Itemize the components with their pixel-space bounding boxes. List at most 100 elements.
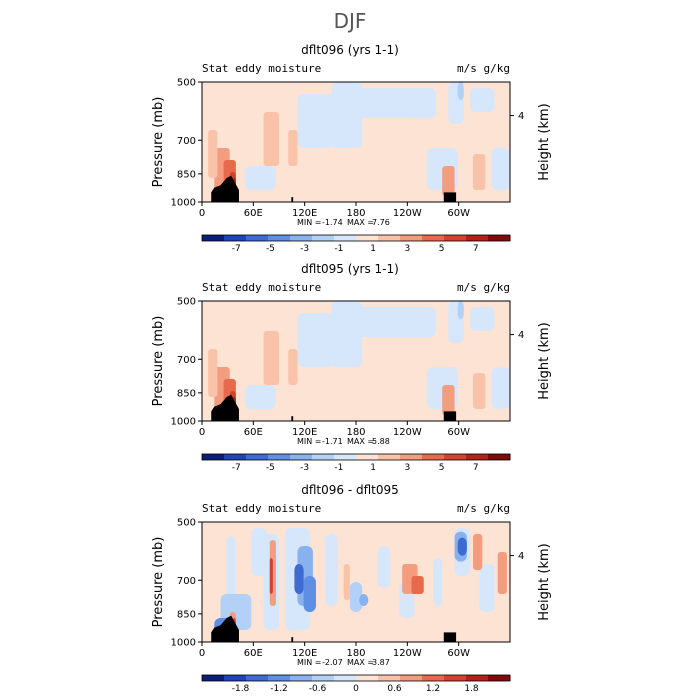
colorbar-tick-label: 7 (473, 244, 479, 254)
colorbar-swatch (268, 675, 291, 681)
colorbar-swatch (224, 454, 247, 460)
x-tick-label: 60E (244, 427, 263, 438)
colorbar-swatch (400, 454, 423, 460)
chart-panel-1: dflt096 (yrs 1-1) Stat eddy moisture m/s g… (151, 43, 552, 254)
y-tick-label: 500 (177, 518, 196, 529)
x-tick-label: 0 (199, 648, 205, 659)
colorbar-swatch (268, 454, 291, 460)
max-label: MAX = (347, 658, 374, 667)
field-positive-region (473, 534, 483, 570)
colorbar-tick-label: 1 (370, 463, 376, 473)
y-axis-label: Pressure (mb) (151, 537, 166, 628)
colorbar-tick-label: -3 (300, 463, 309, 473)
colorbar-swatch (356, 235, 379, 241)
figure-title: DJF (334, 9, 367, 33)
colorbar-swatch (422, 454, 445, 460)
panel-title: dflt096 (yrs 1-1) (301, 43, 399, 57)
x-tick-label: 60W (447, 427, 470, 438)
colorbar-tick-label: 0 (353, 684, 359, 694)
colorbar-swatch (246, 675, 269, 681)
colorbar-swatch (466, 675, 489, 681)
field-positive-region (208, 349, 218, 397)
colorbar-swatch (378, 675, 401, 681)
y-right-tick-label: 4 (518, 111, 524, 122)
variable-label: Stat eddy moisture (202, 281, 321, 294)
colorbar-swatch (268, 235, 291, 241)
variable-label: Stat eddy moisture (202, 62, 321, 75)
y-axis-label: Pressure (mb) (151, 316, 166, 407)
field-negative-region (356, 307, 437, 337)
field-positive-region (343, 564, 350, 600)
colorbar-swatch (488, 235, 511, 241)
field-positive-region (473, 373, 486, 409)
colorbar-tick-label: -1.8 (232, 684, 250, 694)
y-tick-label: 850 (177, 388, 196, 399)
field-negative-region (303, 576, 316, 612)
colorbar-tick-label: -1.2 (270, 684, 288, 694)
min-value: -1.71 (322, 437, 343, 446)
colorbar-tick-label: 5 (439, 463, 445, 473)
terrain-andes (443, 632, 457, 642)
colorbar-swatch (378, 235, 401, 241)
y-tick-label: 1000 (171, 198, 196, 209)
max-label: MAX = (347, 437, 374, 446)
colorbar-tick-label: 1.8 (464, 684, 479, 694)
colorbar-swatch (444, 675, 467, 681)
colorbar-swatch (378, 454, 401, 460)
field-positive-region (473, 154, 486, 190)
x-tick-label: 120W (393, 427, 422, 438)
field-positive-region (263, 331, 279, 385)
chart-panel-2: dflt095 (yrs 1-1) Stat eddy moisture m/s g… (151, 262, 552, 473)
colorbar-tick-label: -1 (334, 244, 343, 254)
x-tick-label: 60E (244, 208, 263, 219)
field-negative-region (349, 582, 363, 612)
field-negative-region (251, 528, 267, 576)
panel-title: dflt096 - dflt095 (301, 483, 399, 497)
colorbar-tick-label: 1.2 (426, 684, 440, 694)
colorbar-swatch (466, 454, 489, 460)
colorbar-swatch (290, 235, 313, 241)
y-right-tick-label: 4 (518, 330, 524, 341)
field-negative-region (457, 301, 464, 319)
colorbar-swatch (202, 675, 225, 681)
field-negative-region (457, 82, 464, 100)
units-label: m/s g/kg (457, 502, 510, 515)
min-value: -2.07 (322, 658, 343, 667)
colorbar-frame (201, 234, 511, 242)
colorbar-swatch (400, 235, 423, 241)
colorbar-swatch (356, 454, 379, 460)
field-positive-region (442, 166, 455, 196)
x-tick-label: 60W (447, 648, 470, 659)
x-tick-label: 120W (393, 648, 422, 659)
y-tick-label: 850 (177, 609, 196, 620)
colorbar-swatch (444, 454, 467, 460)
colorbar-swatch (202, 454, 225, 460)
colorbar-tick-label: 3 (404, 463, 410, 473)
field-negative-region (469, 307, 495, 331)
colorbar-tick-label: 5 (439, 244, 445, 254)
colorbar-tick-label: -0.6 (309, 684, 327, 694)
max-value: 3.87 (372, 658, 390, 667)
x-tick-label: 180 (346, 208, 365, 219)
min-value: -1.74 (322, 218, 343, 227)
field-negative-region (245, 385, 276, 409)
terrain-tibet (211, 615, 239, 642)
y-tick-label: 700 (177, 576, 196, 587)
x-tick-label: 60E (244, 648, 263, 659)
terrain-tibet (211, 394, 239, 421)
terrain-island (291, 416, 294, 421)
panel-title: dflt095 (yrs 1-1) (301, 262, 399, 276)
x-tick-label: 120E (292, 208, 317, 219)
y-right-tick-label: 4 (518, 551, 524, 562)
colorbar-swatch (202, 235, 225, 241)
field-negative-region (433, 558, 443, 606)
field-negative-region (226, 536, 236, 603)
x-tick-label: 180 (346, 427, 365, 438)
colorbar-swatch (290, 454, 313, 460)
y-tick-label: 500 (177, 297, 196, 308)
colorbar-tick-label: 3 (404, 244, 410, 254)
x-tick-label: 0 (199, 427, 205, 438)
y-tick-label: 1000 (171, 417, 196, 428)
field-negative-region (491, 367, 510, 409)
colorbar-swatch (246, 454, 269, 460)
